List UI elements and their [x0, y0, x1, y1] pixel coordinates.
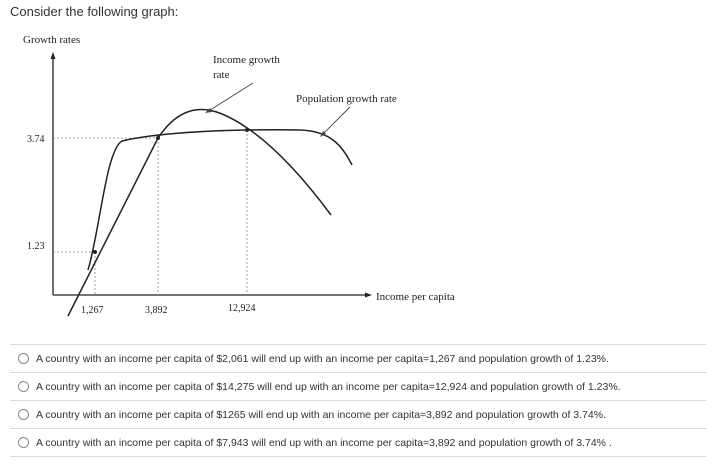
- choice-option-1[interactable]: A country with an income per capita of $…: [10, 344, 706, 373]
- y-tick-123: 1.23: [27, 241, 45, 252]
- intersection-point-low: [93, 250, 97, 254]
- income-growth-label-line1: Income growth: [213, 54, 280, 66]
- radio-button-icon[interactable]: [18, 353, 29, 364]
- choice-label: A country with an income per capita of $…: [36, 380, 621, 393]
- choice-label: A country with an income per capita of $…: [36, 436, 612, 449]
- question-prompt: Consider the following graph:: [10, 4, 179, 19]
- population-growth-curve: [87, 129, 353, 271]
- radio-button-icon[interactable]: [18, 409, 29, 420]
- x-axis-arrow-icon: [365, 292, 372, 298]
- choice-label: A country with an income per capita of $…: [36, 408, 606, 421]
- radio-button-icon[interactable]: [18, 381, 29, 392]
- x-tick-3892: 3,892: [145, 305, 168, 316]
- choice-option-4[interactable]: A country with an income per capita of $…: [10, 429, 706, 457]
- income-growth-curve: [67, 108, 332, 317]
- intersection-point-high: [245, 128, 249, 132]
- population-label-pointer: [321, 106, 351, 136]
- population-growth-label: Population growth rate: [296, 93, 397, 105]
- choice-label: A country with an income per capita of $…: [36, 352, 609, 365]
- x-axis-label: Income per capita: [376, 291, 455, 303]
- y-axis-label: Growth rates: [23, 34, 80, 46]
- income-label-pointer: [206, 82, 254, 113]
- growth-graph: Growth rates Income per capita Income gr…: [23, 34, 455, 317]
- answer-choices: A country with an income per capita of $…: [10, 344, 706, 457]
- x-tick-1267: 1,267: [81, 305, 104, 316]
- intersection-point-mid: [156, 136, 160, 140]
- income-growth-label-line2: rate: [213, 69, 230, 81]
- choice-option-3[interactable]: A country with an income per capita of $…: [10, 401, 706, 429]
- choice-option-2[interactable]: A country with an income per capita of $…: [10, 373, 706, 401]
- graph-svg: Growth rates Income per capita Income gr…: [23, 34, 455, 317]
- y-tick-374: 3.74: [27, 134, 45, 145]
- y-axis-arrow-icon: [50, 52, 56, 59]
- population-pointer-arrow-icon: [320, 131, 326, 137]
- radio-button-icon[interactable]: [18, 437, 29, 448]
- x-tick-12924: 12,924: [228, 303, 256, 314]
- income-pointer-arrow-icon: [205, 108, 212, 113]
